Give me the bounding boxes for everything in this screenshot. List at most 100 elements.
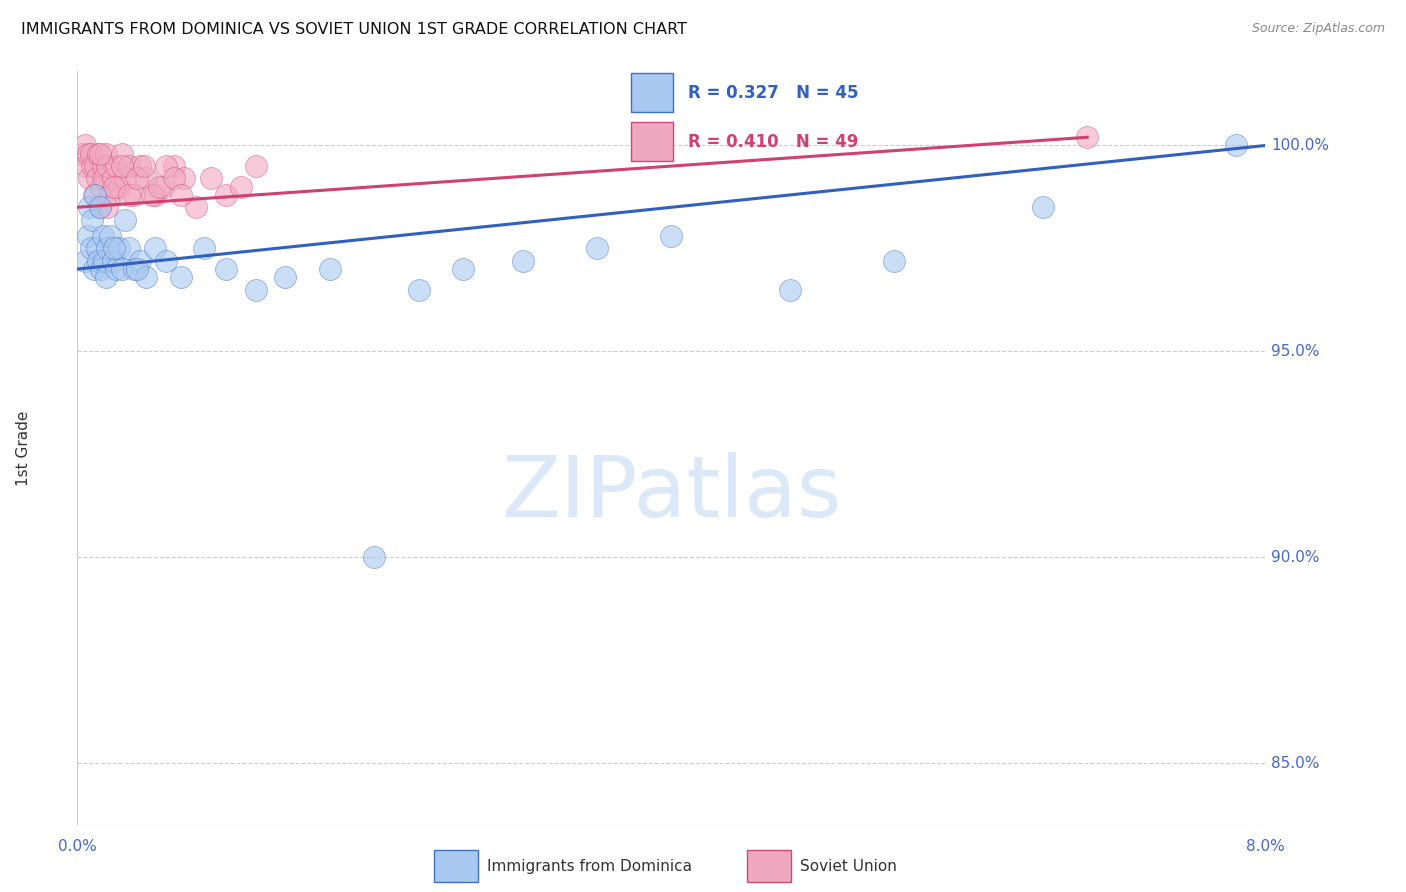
Text: Soviet Union: Soviet Union: [800, 859, 897, 873]
Point: [135, 171, 157, 186]
Point: [125, 171, 148, 186]
Point: [77, 171, 100, 186]
Point: [453, 262, 475, 277]
Text: 1st Grade: 1st Grade: [17, 410, 31, 486]
Bar: [747, 850, 790, 882]
Point: [193, 242, 215, 256]
Point: [104, 159, 127, 173]
Point: [152, 179, 174, 194]
Point: [143, 242, 166, 256]
Point: [82, 212, 104, 227]
Point: [173, 171, 195, 186]
Point: [134, 159, 156, 173]
Point: [319, 262, 342, 277]
Text: Immigrants from Dominica: Immigrants from Dominica: [486, 859, 692, 873]
Point: [114, 171, 136, 186]
Point: [118, 159, 141, 173]
Point: [274, 270, 297, 285]
Point: [1032, 200, 1054, 214]
Point: [108, 179, 131, 194]
Point: [90, 179, 112, 194]
Point: [170, 270, 193, 285]
Point: [86, 242, 108, 256]
Point: [89, 200, 111, 214]
Text: Source: ZipAtlas.com: Source: ZipAtlas.com: [1251, 22, 1385, 36]
Point: [101, 253, 124, 268]
Point: [93, 253, 115, 268]
Point: [125, 262, 148, 277]
Point: [114, 212, 136, 227]
Point: [111, 159, 134, 173]
Point: [90, 262, 112, 277]
Point: [779, 283, 801, 297]
Point: [80, 146, 103, 161]
Point: [83, 262, 105, 277]
Text: 100.0%: 100.0%: [1271, 138, 1329, 153]
Point: [883, 253, 905, 268]
Point: [163, 171, 186, 186]
Point: [89, 200, 111, 214]
Point: [118, 188, 141, 202]
Point: [408, 283, 430, 297]
Point: [128, 159, 150, 173]
Point: [70, 146, 93, 161]
Point: [80, 242, 103, 256]
Point: [143, 188, 166, 202]
Point: [155, 253, 177, 268]
Text: 90.0%: 90.0%: [1271, 549, 1320, 565]
Point: [111, 262, 134, 277]
Point: [170, 188, 193, 202]
Point: [98, 229, 121, 244]
Point: [586, 242, 609, 256]
Point: [200, 171, 222, 186]
Point: [98, 188, 121, 202]
Point: [1076, 130, 1098, 145]
Point: [84, 188, 107, 202]
Text: 0.0%: 0.0%: [58, 838, 97, 854]
Bar: [433, 850, 478, 882]
Text: R = 0.327   N = 45: R = 0.327 N = 45: [688, 84, 859, 102]
Point: [93, 171, 115, 186]
Point: [96, 242, 118, 256]
Point: [96, 200, 118, 214]
Point: [215, 188, 238, 202]
Point: [135, 270, 157, 285]
Point: [155, 159, 177, 173]
Bar: [631, 122, 673, 161]
Point: [103, 179, 125, 194]
Text: IMMIGRANTS FROM DOMINICA VS SOVIET UNION 1ST GRADE CORRELATION CHART: IMMIGRANTS FROM DOMINICA VS SOVIET UNION…: [21, 22, 688, 37]
Point: [82, 159, 104, 173]
Text: R = 0.410   N = 49: R = 0.410 N = 49: [688, 133, 859, 151]
Point: [77, 200, 100, 214]
Point: [128, 253, 150, 268]
Point: [86, 171, 108, 186]
Point: [75, 159, 97, 173]
Point: [84, 159, 107, 173]
Point: [141, 188, 163, 202]
Point: [96, 159, 118, 173]
Point: [101, 171, 124, 186]
Point: [91, 159, 114, 173]
Text: 8.0%: 8.0%: [1246, 838, 1285, 854]
Point: [661, 229, 683, 244]
Text: ZIPatlas: ZIPatlas: [501, 452, 842, 535]
Point: [94, 146, 117, 161]
Point: [76, 146, 98, 161]
Point: [76, 229, 98, 244]
Point: [87, 146, 110, 161]
Bar: [631, 73, 673, 112]
Point: [1225, 138, 1247, 153]
Point: [103, 242, 125, 256]
Text: 85.0%: 85.0%: [1271, 756, 1320, 771]
Point: [363, 550, 385, 565]
Point: [118, 242, 141, 256]
Point: [245, 159, 267, 173]
Point: [83, 188, 105, 202]
Point: [111, 146, 134, 161]
Point: [104, 262, 127, 277]
Point: [73, 138, 96, 153]
Point: [94, 270, 117, 285]
Text: 95.0%: 95.0%: [1271, 344, 1320, 359]
Point: [89, 146, 111, 161]
Point: [512, 253, 534, 268]
